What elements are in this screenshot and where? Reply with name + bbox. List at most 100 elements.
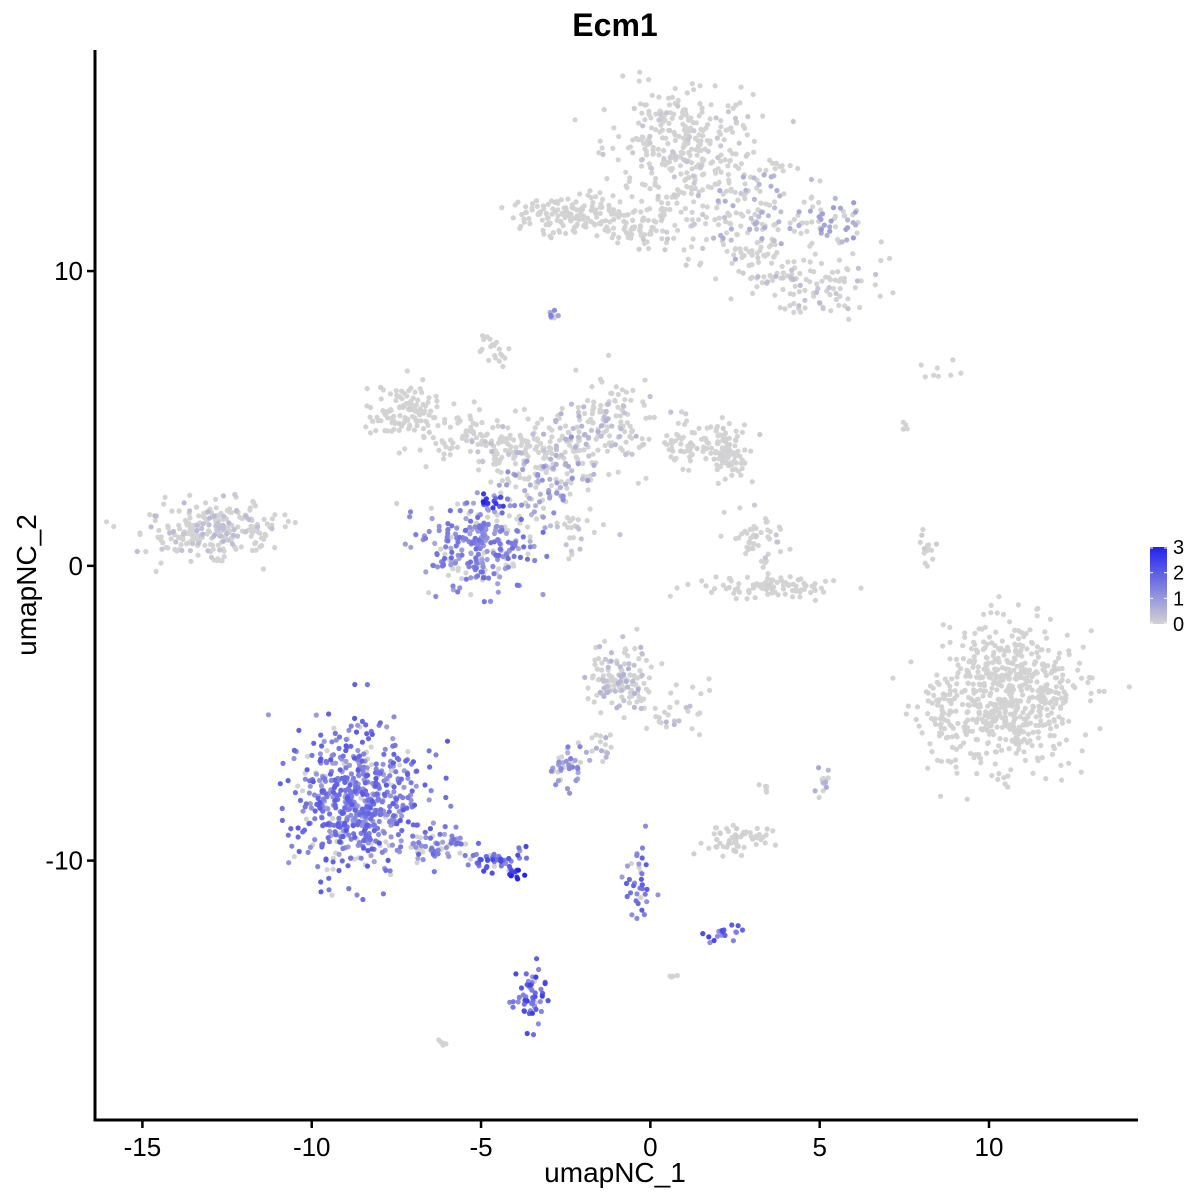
cell-point xyxy=(509,545,516,551)
cell-point xyxy=(306,790,312,796)
cell-point xyxy=(641,402,647,408)
cell-point xyxy=(371,859,377,865)
cell-point xyxy=(553,461,559,467)
cell-point xyxy=(216,525,222,531)
cell-point xyxy=(962,630,968,636)
cell-point xyxy=(564,471,570,477)
cell-point xyxy=(168,536,174,542)
cell-point xyxy=(755,207,761,213)
cell-point xyxy=(972,752,978,758)
cell-point xyxy=(804,228,810,234)
cell-point xyxy=(656,718,662,725)
cell-point xyxy=(490,857,496,863)
cell-point xyxy=(667,166,673,172)
cell-point xyxy=(364,386,370,392)
cell-point xyxy=(200,531,206,537)
cell-point xyxy=(732,189,738,195)
cell-point xyxy=(507,503,513,509)
cell-point xyxy=(639,672,645,678)
cell-point xyxy=(662,117,668,123)
cell-point xyxy=(615,680,621,686)
cell-point xyxy=(737,505,743,511)
cell-point xyxy=(364,822,370,829)
cell-point xyxy=(187,508,193,514)
cell-point xyxy=(515,999,521,1005)
cell-point xyxy=(427,764,433,770)
cell-point xyxy=(384,724,390,730)
cell-point xyxy=(316,777,323,784)
cell-point xyxy=(413,532,419,538)
cell-point xyxy=(194,527,200,534)
cell-point xyxy=(560,223,566,229)
cell-point xyxy=(582,674,588,681)
cell-point xyxy=(324,821,330,828)
cell-point xyxy=(855,265,862,271)
cell-point xyxy=(369,731,375,738)
cell-point xyxy=(738,472,744,478)
cell-point xyxy=(687,152,693,159)
cell-point xyxy=(449,549,455,555)
cell-point xyxy=(517,474,523,481)
cell-point xyxy=(640,123,646,129)
cell-point xyxy=(291,747,297,754)
cell-point xyxy=(900,426,906,432)
cell-point xyxy=(1038,647,1044,653)
cell-point xyxy=(619,387,626,393)
cell-point xyxy=(1008,660,1014,666)
cell-point xyxy=(726,441,733,448)
cell-point xyxy=(215,542,221,548)
cell-point xyxy=(781,191,787,197)
cell-point xyxy=(713,574,719,580)
cell-point xyxy=(712,83,718,89)
cell-point xyxy=(414,860,420,866)
cell-point xyxy=(386,809,392,815)
cell-point xyxy=(997,674,1003,681)
cell-point xyxy=(346,727,352,733)
cell-point xyxy=(494,523,500,530)
cell-point xyxy=(520,466,526,473)
cell-point xyxy=(346,832,352,838)
cell-point xyxy=(1012,627,1018,634)
cell-point xyxy=(420,857,426,863)
y-axis-title: umapNC_2 xyxy=(11,514,42,656)
cell-point xyxy=(365,797,371,804)
cell-point xyxy=(496,358,502,364)
cell-point xyxy=(669,115,675,121)
cell-point xyxy=(306,821,312,827)
cell-point xyxy=(622,661,628,667)
cell-point xyxy=(1044,686,1050,693)
cell-point xyxy=(371,827,377,834)
cell-point xyxy=(577,744,583,750)
legend-colorbar xyxy=(1150,547,1167,624)
cell-point xyxy=(643,862,649,868)
cell-point xyxy=(774,187,780,194)
cell-point xyxy=(524,1030,530,1037)
cell-point xyxy=(873,271,879,278)
cell-point xyxy=(999,724,1005,730)
cell-point xyxy=(921,550,927,556)
cell-point xyxy=(570,515,576,522)
cell-point xyxy=(512,408,519,414)
cell-point xyxy=(435,851,441,857)
cell-point xyxy=(1035,605,1041,612)
cell-point xyxy=(904,426,910,432)
cell-point xyxy=(562,449,568,455)
cell-point xyxy=(715,480,721,486)
cell-point xyxy=(323,857,329,863)
cell-point xyxy=(454,840,461,846)
cell-point xyxy=(724,248,730,254)
cell-point xyxy=(410,833,416,839)
cell-point xyxy=(1035,758,1041,764)
cell-point xyxy=(521,476,528,482)
cell-point xyxy=(763,516,769,522)
cell-point xyxy=(780,286,786,293)
cell-point xyxy=(733,848,739,855)
cell-point xyxy=(624,185,630,191)
cell-point xyxy=(512,202,518,208)
cell-point xyxy=(361,837,367,844)
cell-point xyxy=(798,230,804,236)
cell-point xyxy=(639,110,645,116)
cell-point xyxy=(451,401,457,407)
cell-point xyxy=(698,126,704,132)
cell-point xyxy=(441,555,448,562)
